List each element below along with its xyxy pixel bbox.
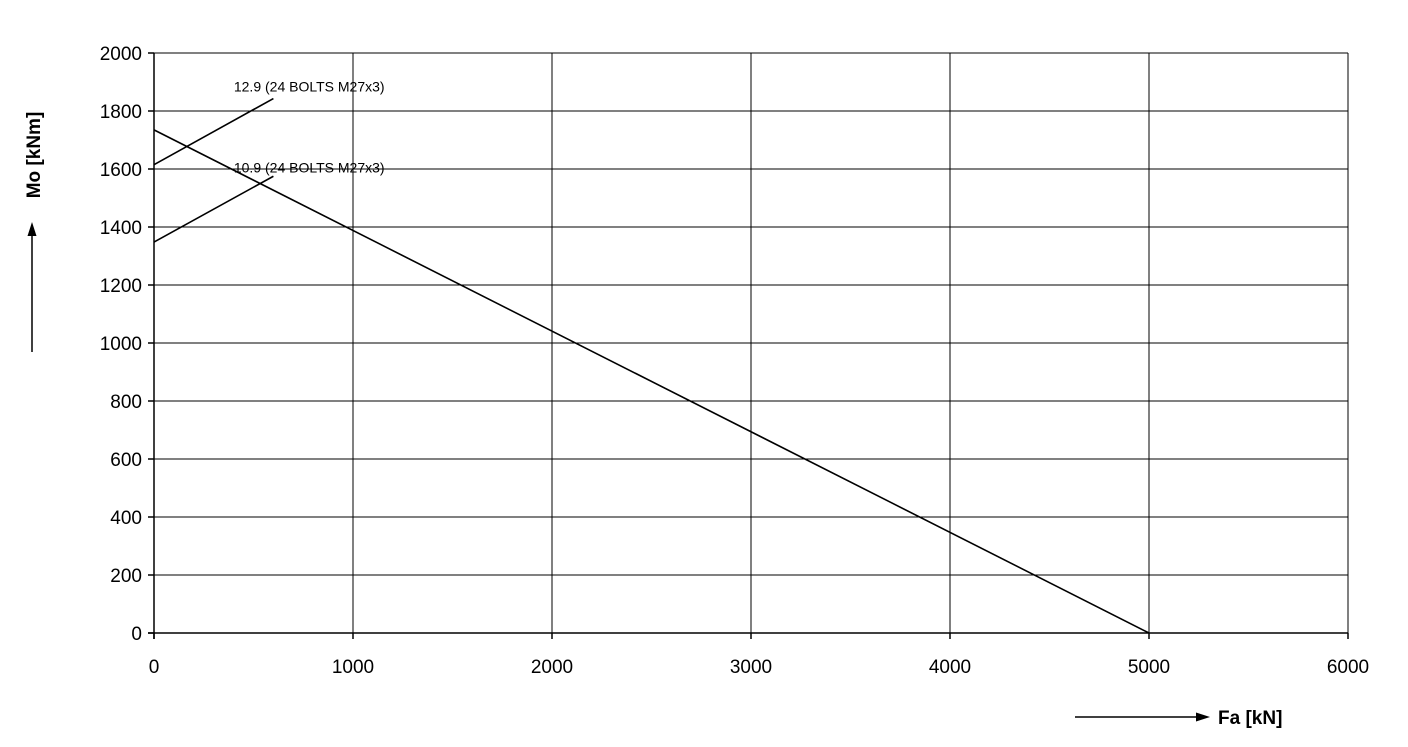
y-tick-label: 600 xyxy=(110,450,142,471)
grid xyxy=(154,52,1349,633)
series-lines xyxy=(153,97,1150,634)
y-tick-label: 0 xyxy=(131,624,142,645)
y-tick-label: 200 xyxy=(110,566,142,587)
series-line-3 xyxy=(153,129,1150,634)
x-axis-arrowhead xyxy=(1196,712,1210,722)
y-tick-label: 400 xyxy=(110,508,142,529)
x-tick-label: 1000 xyxy=(332,657,374,678)
y-tick-label: 1600 xyxy=(100,160,142,181)
y-axis-title: Mo [kNm] xyxy=(24,112,45,199)
tick-labels: 0 200 400 600 800 1000 1200 1400 1600 1800 2000 0 10… xyxy=(100,44,1369,678)
x-tick-label: 6000 xyxy=(1327,657,1369,678)
x-tick-label: 2000 xyxy=(531,657,573,678)
x-axis-title: Fa [kN] xyxy=(1218,708,1282,729)
y-tick-label: 800 xyxy=(110,392,142,413)
y-tick-label: 1000 xyxy=(100,334,142,355)
y-tick-label: 1800 xyxy=(100,102,142,123)
x-tick-label: 4000 xyxy=(929,657,971,678)
y-tick-label: 1400 xyxy=(100,218,142,239)
series-line-2 xyxy=(153,175,274,243)
x-tick-label: 0 xyxy=(149,657,160,678)
x-tick-label: 5000 xyxy=(1128,657,1170,678)
axes xyxy=(148,52,1349,639)
y-tick-label: 1200 xyxy=(100,276,142,297)
annotations: 12.9 (24 BOLTS M27x3) 10.9 (24 BOLTS M27x… xyxy=(234,78,385,175)
annotation-label-2: 10.9 (24 BOLTS M27x3) xyxy=(234,160,385,176)
x-tick-label: 3000 xyxy=(730,657,772,678)
annotation-label-1: 12.9 (24 BOLTS M27x3) xyxy=(234,78,385,94)
y-axis-arrowhead xyxy=(27,222,37,236)
series-line-1 xyxy=(153,97,274,166)
y-tick-label: 2000 xyxy=(100,44,142,65)
